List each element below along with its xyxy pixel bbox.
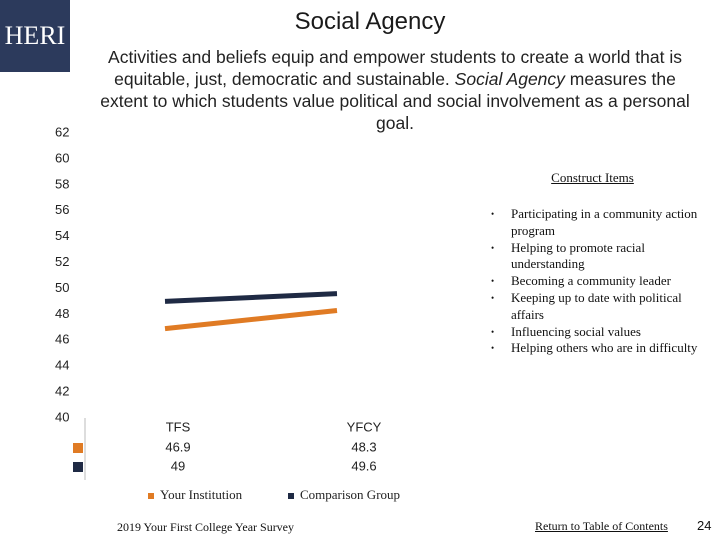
legend-swatch: [148, 493, 154, 499]
y-tick-label: 46: [55, 332, 69, 347]
series-line: [164, 307, 338, 332]
construct-item: Helping to promote racial understanding: [491, 240, 700, 274]
construct-items: Construct Items Participating in a commu…: [485, 170, 700, 357]
y-tick-label: 40: [55, 409, 69, 424]
page-number: 24: [697, 518, 712, 533]
y-tick-label: 42: [55, 384, 69, 399]
toc-link[interactable]: Return to Table of Contents: [535, 519, 668, 533]
construct-item: Helping others who are in difficulty: [491, 340, 700, 357]
item-list: Participating in a community action prog…: [485, 206, 700, 357]
series-line: [164, 291, 338, 304]
y-tick-label: 56: [55, 202, 69, 217]
y-tick-label: 48: [55, 306, 69, 321]
y-tick-label: 54: [55, 228, 69, 243]
construct-heading: Construct Items: [551, 170, 634, 185]
construct-item: Keeping up to date with political affair…: [491, 290, 700, 324]
table-value: 49.6: [351, 458, 376, 473]
table-swatch: [73, 443, 83, 453]
description-text: measures the extent to which students va…: [100, 69, 690, 133]
y-tick-label: 44: [55, 358, 69, 373]
legend-swatch: [288, 493, 294, 499]
table-swatch: [73, 462, 83, 472]
y-tick-label: 52: [55, 254, 69, 269]
table-value: 46.9: [165, 439, 190, 454]
legend-label: Your Institution: [160, 487, 243, 502]
logo: HERI: [0, 0, 70, 72]
table-value: 48.3: [351, 439, 376, 454]
construct-item: Participating in a community action prog…: [491, 206, 700, 240]
y-tick-label: 58: [55, 176, 69, 191]
table-value: 49: [171, 458, 185, 473]
survey-name: 2019 Your First College Year Survey: [117, 520, 295, 534]
legend-label: Comparison Group: [300, 487, 400, 502]
x-tick-label: TFS: [166, 419, 191, 434]
description: Activities and beliefs equip and empower…: [95, 46, 695, 134]
description-emphasis: Social Agency: [454, 69, 565, 89]
y-tick-label: 50: [55, 280, 69, 295]
x-tick-label: YFCY: [347, 419, 382, 434]
slide-title: Social Agency: [294, 8, 446, 35]
description-text: Activities and beliefs equip and empower…: [108, 47, 682, 89]
construct-item: Becoming a community leader: [491, 273, 700, 290]
construct-item: Influencing social values: [491, 324, 700, 341]
y-tick-label: 62: [55, 124, 69, 139]
y-tick-label: 60: [55, 150, 69, 165]
